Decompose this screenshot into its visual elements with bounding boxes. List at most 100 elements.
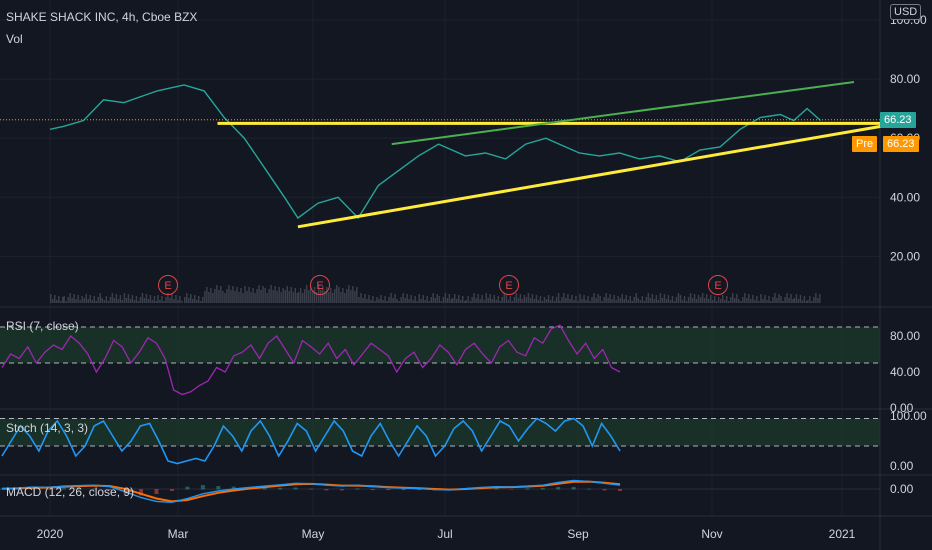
volume-bar <box>177 300 179 303</box>
volume-bar <box>354 291 356 303</box>
volume-bar <box>338 287 340 303</box>
volume-bar <box>424 300 426 303</box>
volume-bar <box>418 294 420 303</box>
volume-bar <box>73 294 75 303</box>
rsi-tick-label: 0.00 <box>890 401 914 415</box>
volume-bar <box>649 298 652 303</box>
volume-bar <box>724 300 726 303</box>
volume-bar <box>539 296 542 303</box>
volume-bar <box>360 293 362 303</box>
volume-bar <box>81 296 83 303</box>
volume-bar <box>529 298 532 303</box>
volume-bar <box>149 295 152 303</box>
volume-bar <box>477 294 479 303</box>
macd-histogram-bar <box>587 488 592 490</box>
volume-bar <box>204 291 206 303</box>
volume-bar <box>786 293 788 303</box>
volume-bar <box>428 301 430 303</box>
pre-label-badge: Pre <box>852 136 878 152</box>
earnings-marker-4[interactable]: E <box>708 275 728 295</box>
volume-bar <box>186 293 188 303</box>
volume-bar <box>651 294 654 303</box>
volume-bar <box>362 298 364 303</box>
volume-bar <box>184 297 186 303</box>
volume-bar <box>101 298 103 303</box>
volume-bar <box>491 299 493 303</box>
volume-bar <box>780 296 782 303</box>
volume-bar <box>671 296 674 303</box>
volume-bar <box>531 294 534 303</box>
macd-histogram-bar <box>0 488 4 490</box>
currency-button[interactable]: USD <box>890 4 922 20</box>
volume-bar <box>561 297 563 303</box>
macd-histogram-bar <box>185 486 190 490</box>
volume-bar <box>210 288 212 303</box>
macd-histogram-bar <box>556 486 561 490</box>
volume-bar <box>65 301 67 303</box>
volume-bar <box>75 299 77 303</box>
last-price-badge: 66.23 <box>880 112 916 128</box>
macd-histogram-bar <box>108 489 113 491</box>
volume-bar <box>262 286 264 303</box>
rsi-tick-label: 40.00 <box>890 365 920 379</box>
stoch-label: Stoch (14, 3, 3) <box>6 421 88 435</box>
volume-bar <box>79 300 81 303</box>
volume-bar <box>615 300 617 303</box>
volume-bar <box>679 295 682 303</box>
volume-bar <box>756 296 758 303</box>
volume-bar <box>553 301 556 303</box>
volume-bar <box>465 300 467 303</box>
macd-histogram-bar <box>540 488 545 490</box>
volume-bar <box>551 296 554 303</box>
macd-label: MACD (12, 26, close, 9) <box>6 485 134 499</box>
macd-histogram-bar <box>370 489 375 491</box>
volume-bar <box>627 300 629 303</box>
volume-bar <box>416 301 418 303</box>
volume-bar <box>194 295 196 303</box>
volume-bar <box>740 301 742 303</box>
earnings-marker-3[interactable]: E <box>499 275 519 295</box>
volume-bar <box>687 297 690 303</box>
volume-bar <box>458 295 460 303</box>
volume-bar <box>127 294 130 303</box>
volume-bar <box>569 299 571 303</box>
volume-bar <box>226 289 228 303</box>
volume-bar <box>691 298 694 303</box>
volume-bar <box>234 291 236 303</box>
volume-bar <box>452 298 454 303</box>
volume-bar <box>772 297 774 303</box>
macd-histogram-bar <box>200 485 205 490</box>
volume-bar <box>815 293 817 303</box>
volume-bar <box>328 292 330 303</box>
volume-bar <box>599 296 601 303</box>
volume-bar <box>535 295 538 303</box>
volume-bar <box>805 301 808 303</box>
volume-bar <box>611 299 613 303</box>
price-line <box>49 84 821 220</box>
volume-bar <box>218 290 220 303</box>
volume-bar <box>440 301 443 303</box>
volume-bar <box>657 300 660 303</box>
volume-bar <box>58 296 60 303</box>
volume-bar <box>167 293 169 303</box>
volume-bar <box>290 287 292 303</box>
volume-bar <box>276 291 278 303</box>
earnings-marker-2[interactable]: E <box>310 275 330 295</box>
volume-bar <box>762 299 764 303</box>
volume-bar <box>315 292 318 303</box>
volume-bar <box>503 293 505 303</box>
volume-bar <box>793 298 796 303</box>
volume-bar <box>340 292 342 303</box>
volume-bar <box>673 301 676 303</box>
volume-bar <box>609 294 611 303</box>
volume-bar <box>380 295 382 303</box>
volume-bar <box>456 299 458 303</box>
earnings-marker-1[interactable]: E <box>158 275 178 295</box>
volume-bar <box>764 295 766 303</box>
volume-bar <box>663 294 666 303</box>
volume-bar <box>297 292 300 303</box>
macd-histogram-bar <box>293 487 298 490</box>
volume-bar <box>547 295 550 303</box>
trendline-green-3 <box>391 81 855 146</box>
